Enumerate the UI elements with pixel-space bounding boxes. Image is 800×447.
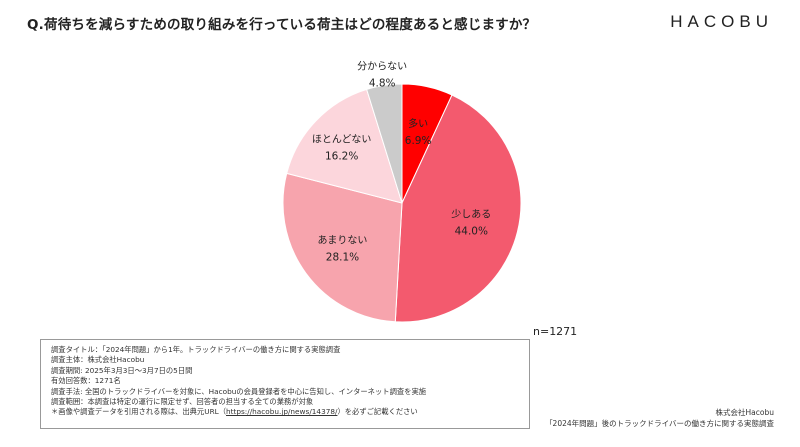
slice-label: ほとんどない <box>312 134 372 146</box>
method-line-approach: 調査手法: 全国のトラックドライバーを対象に、Hacobuの会員登録者を中心に告… <box>51 386 427 396</box>
pie-slice <box>282 172 403 323</box>
pie-slice <box>286 88 403 204</box>
method-line-scope: 調査範囲：本調査は特定の運行に限定せず、回答者の担当する全ての業務が対象 <box>51 397 314 407</box>
pie-labels: 多い 6.9% 少しある 44.0% あまりない 28.1% ほとんどない 16.2% 分からな… <box>312 60 491 263</box>
method-line-citation: ＊画像や調査データを引用される際は、出典元URL（https://hacobu.… <box>51 407 519 417</box>
slice-percent-label: 28.1% <box>326 252 359 264</box>
pie-slices <box>282 83 522 323</box>
slice-percent-label: 6.9% <box>405 135 432 147</box>
method-line-organizer: 調査主体：株式会社Hacobu <box>51 355 145 365</box>
footer-survey-name: 「2024年問題」後のトラックドライバーの働き方に関する実態調査 <box>545 419 774 428</box>
method-line-period: 調査期間: 2025年3月3日～3月7日の5日間 <box>51 365 193 375</box>
method-line-title: 調査タイトル：「2024年問題」から1年。トラックドライバーの働き方に関する実態… <box>51 345 341 354</box>
citation-url-link[interactable]: https://hacobu.jp/news/14378/ <box>226 407 338 417</box>
slice-percent-label: 44.0% <box>455 225 488 237</box>
slice-label: あまりない <box>317 235 367 247</box>
question-title: Q.荷待ちを減らすための取り組みを行っている荷主はどの程度あると感じますか？ <box>27 17 537 33</box>
footer-company: 株式会社Hacobu <box>715 408 774 417</box>
pie-slice <box>366 83 403 204</box>
survey-method-box: 調査タイトル：「2024年問題」から1年。トラックドライバーの働き方に関する実態… <box>40 339 530 429</box>
slice-percent-label: 4.8% <box>369 77 396 89</box>
method-line-responses: 有効回答数：1271名 <box>51 376 121 386</box>
footer: 株式会社Hacobu 「2024年問題」後のトラックドライバーの働き方に関する実… <box>545 407 774 429</box>
hacobu-logo: HACOBU <box>670 12 773 31</box>
slice-label: 少しある <box>451 208 491 220</box>
sample-size-label: n=1271 <box>533 325 578 338</box>
slice-percent-label: 16.2% <box>325 151 358 163</box>
slice-label: 多い <box>408 117 428 130</box>
slice-label: 分からない <box>357 60 407 72</box>
citation-suffix: ）を必ずご記載ください <box>337 407 418 417</box>
pie-slice <box>394 94 522 323</box>
citation-prefix: ＊画像や調査データを引用される際は、出典元URL（ <box>51 407 227 417</box>
